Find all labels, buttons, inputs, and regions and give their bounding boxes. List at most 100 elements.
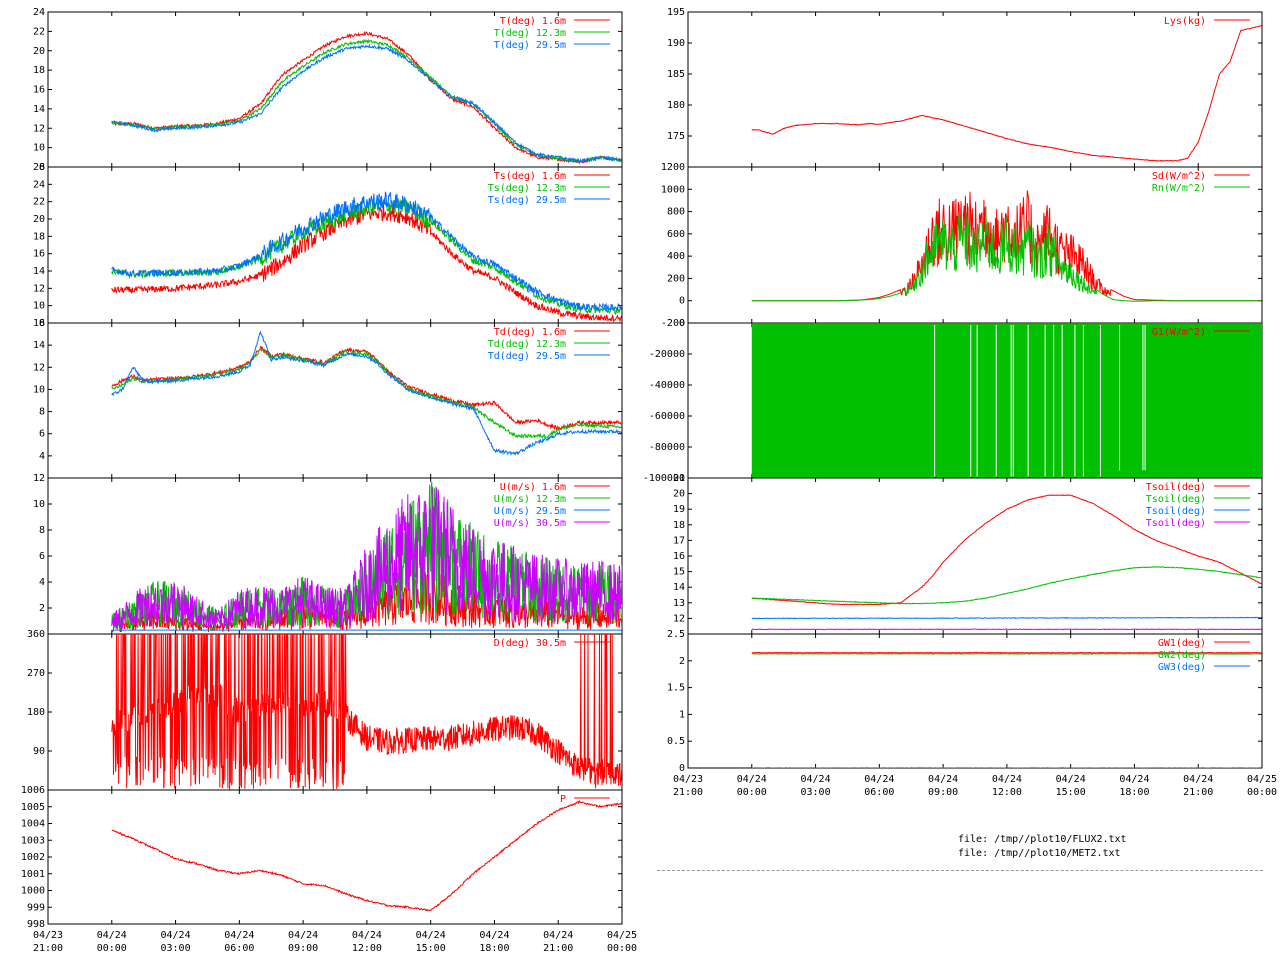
x-tick-date: 04/24 <box>801 774 831 785</box>
y-tick-label: 12 <box>33 283 45 294</box>
y-tick-label: 1.5 <box>667 683 685 694</box>
legend-label: Rn(W/m^2) <box>1152 183 1206 194</box>
x-tick-date: 04/24 <box>737 774 767 785</box>
series-line <box>751 566 1262 605</box>
y-tick-label: 14 <box>33 104 45 115</box>
x-tick-time: 00:00 <box>607 943 637 954</box>
legend-label: P <box>560 794 566 805</box>
x-tick-time: 06:00 <box>864 787 894 798</box>
series-line <box>751 652 1262 655</box>
file-label: file: /tmp//plot10/MET2.txt <box>958 848 1121 859</box>
y-tick-label: 8 <box>39 525 45 536</box>
x-tick-date: 04/24 <box>352 930 382 941</box>
y-tick-label: 175 <box>667 131 685 142</box>
x-tick-time: 18:00 <box>479 943 509 954</box>
y-tick-label: 1 <box>679 709 685 720</box>
y-tick-label: 1005 <box>21 802 45 813</box>
y-tick-label: 180 <box>27 707 45 718</box>
y-tick-label: -100000 <box>643 473 685 484</box>
x-tick-date: 04/24 <box>161 930 191 941</box>
y-tick-label: 15 <box>673 567 685 578</box>
x-tick-date: 04/24 <box>97 930 127 941</box>
series-group <box>111 330 622 457</box>
x-tick-time: 21:00 <box>33 943 63 954</box>
x-tick-date: 04/25 <box>607 930 637 941</box>
y-tick-label: -20000 <box>649 349 685 360</box>
plot-frame <box>687 11 1263 168</box>
x-tick-time: 21:00 <box>543 943 573 954</box>
y-tick-label: 2 <box>39 603 45 614</box>
x-tick-time: 15:00 <box>1056 787 1086 798</box>
y-tick-label: 14 <box>673 582 685 593</box>
legend-label: Td(deg) 1.6m <box>494 327 566 338</box>
y-tick-label: 360 <box>27 629 45 640</box>
series-group <box>751 25 1262 162</box>
y-tick-label: 0 <box>679 296 685 307</box>
y-tick-label: 14 <box>33 266 45 277</box>
series-area <box>751 323 1262 478</box>
y-tick-label: 13 <box>673 598 685 609</box>
series-line <box>751 616 1262 620</box>
y-tick-label: 22 <box>33 197 45 208</box>
y-tick-label: 2.5 <box>667 629 685 640</box>
y-tick-label: 17 <box>673 535 685 546</box>
x-tick-date: 04/24 <box>928 774 958 785</box>
series-group <box>751 323 1262 478</box>
legend-label: T(deg) 1.6m <box>500 16 566 27</box>
chart-panel: 998 999 1000 1001 1002 1003 1004 1005 1006 P <box>21 785 623 930</box>
x-tick-time: 06:00 <box>224 943 254 954</box>
y-tick-label: 185 <box>667 69 685 80</box>
y-tick-label: 8 <box>39 318 45 329</box>
legend-label: T(deg) 29.5m <box>494 40 566 51</box>
y-tick-label: 12 <box>673 613 685 624</box>
legend-label: Ts(deg) 12.3m <box>488 183 566 194</box>
y-tick-label: 998 <box>27 919 45 930</box>
chart-panel: -100000 -80000 -60000 -40000 -20000 0 G1(W/m^2… <box>643 318 1263 484</box>
x-tick-date: 04/23 <box>33 930 63 941</box>
y-tick-label: 0.5 <box>667 736 685 747</box>
y-tick-label: 21 <box>673 473 685 484</box>
plot-frame <box>47 789 623 925</box>
x-tick-date: 04/24 <box>479 930 509 941</box>
x-tick-date: 04/24 <box>864 774 894 785</box>
separator-line <box>657 870 1263 871</box>
series-line <box>111 487 622 629</box>
series-group <box>751 494 1262 631</box>
y-tick-label: 22 <box>33 26 45 37</box>
legend-label: Tsoil(deg) <box>1146 482 1206 493</box>
x-tick-time: 09:00 <box>928 787 958 798</box>
y-tick-label: 200 <box>667 273 685 284</box>
x-tick-time: 21:00 <box>1183 787 1213 798</box>
x-tick-time: 21:00 <box>673 787 703 798</box>
y-tick-label: 24 <box>33 179 45 190</box>
legend-label: Tsoil(deg) <box>1146 506 1206 517</box>
series-line <box>751 494 1262 606</box>
legend-label: GW1(deg) <box>1158 638 1206 649</box>
legend-label: Ts(deg) 1.6m <box>494 171 566 182</box>
y-tick-label: 6 <box>39 551 45 562</box>
x-tick-date: 04/24 <box>224 930 254 941</box>
series-line <box>111 330 622 457</box>
y-tick-label: 8 <box>39 407 45 418</box>
y-tick-label: 600 <box>667 229 685 240</box>
y-tick-label: 19 <box>673 504 685 515</box>
series-line <box>111 799 622 912</box>
x-tick-date: 04/23 <box>673 774 703 785</box>
y-tick-label: 1000 <box>21 886 45 897</box>
x-tick-time: 00:00 <box>97 943 127 954</box>
series-group <box>111 191 622 323</box>
y-tick-label: 16 <box>33 85 45 96</box>
series-group <box>111 799 622 912</box>
y-tick-label: 6 <box>39 429 45 440</box>
y-tick-label: 10 <box>33 301 45 312</box>
series-line <box>111 634 622 790</box>
x-tick-time: 12:00 <box>992 787 1022 798</box>
legend-label: U(m/s) 12.3m <box>494 494 566 505</box>
legend-label: U(m/s) 30.5m <box>494 518 566 529</box>
series-group <box>111 30 622 165</box>
y-tick-label: 800 <box>667 207 685 218</box>
y-tick-label: -80000 <box>649 442 685 453</box>
x-tick-date: 04/24 <box>543 930 573 941</box>
